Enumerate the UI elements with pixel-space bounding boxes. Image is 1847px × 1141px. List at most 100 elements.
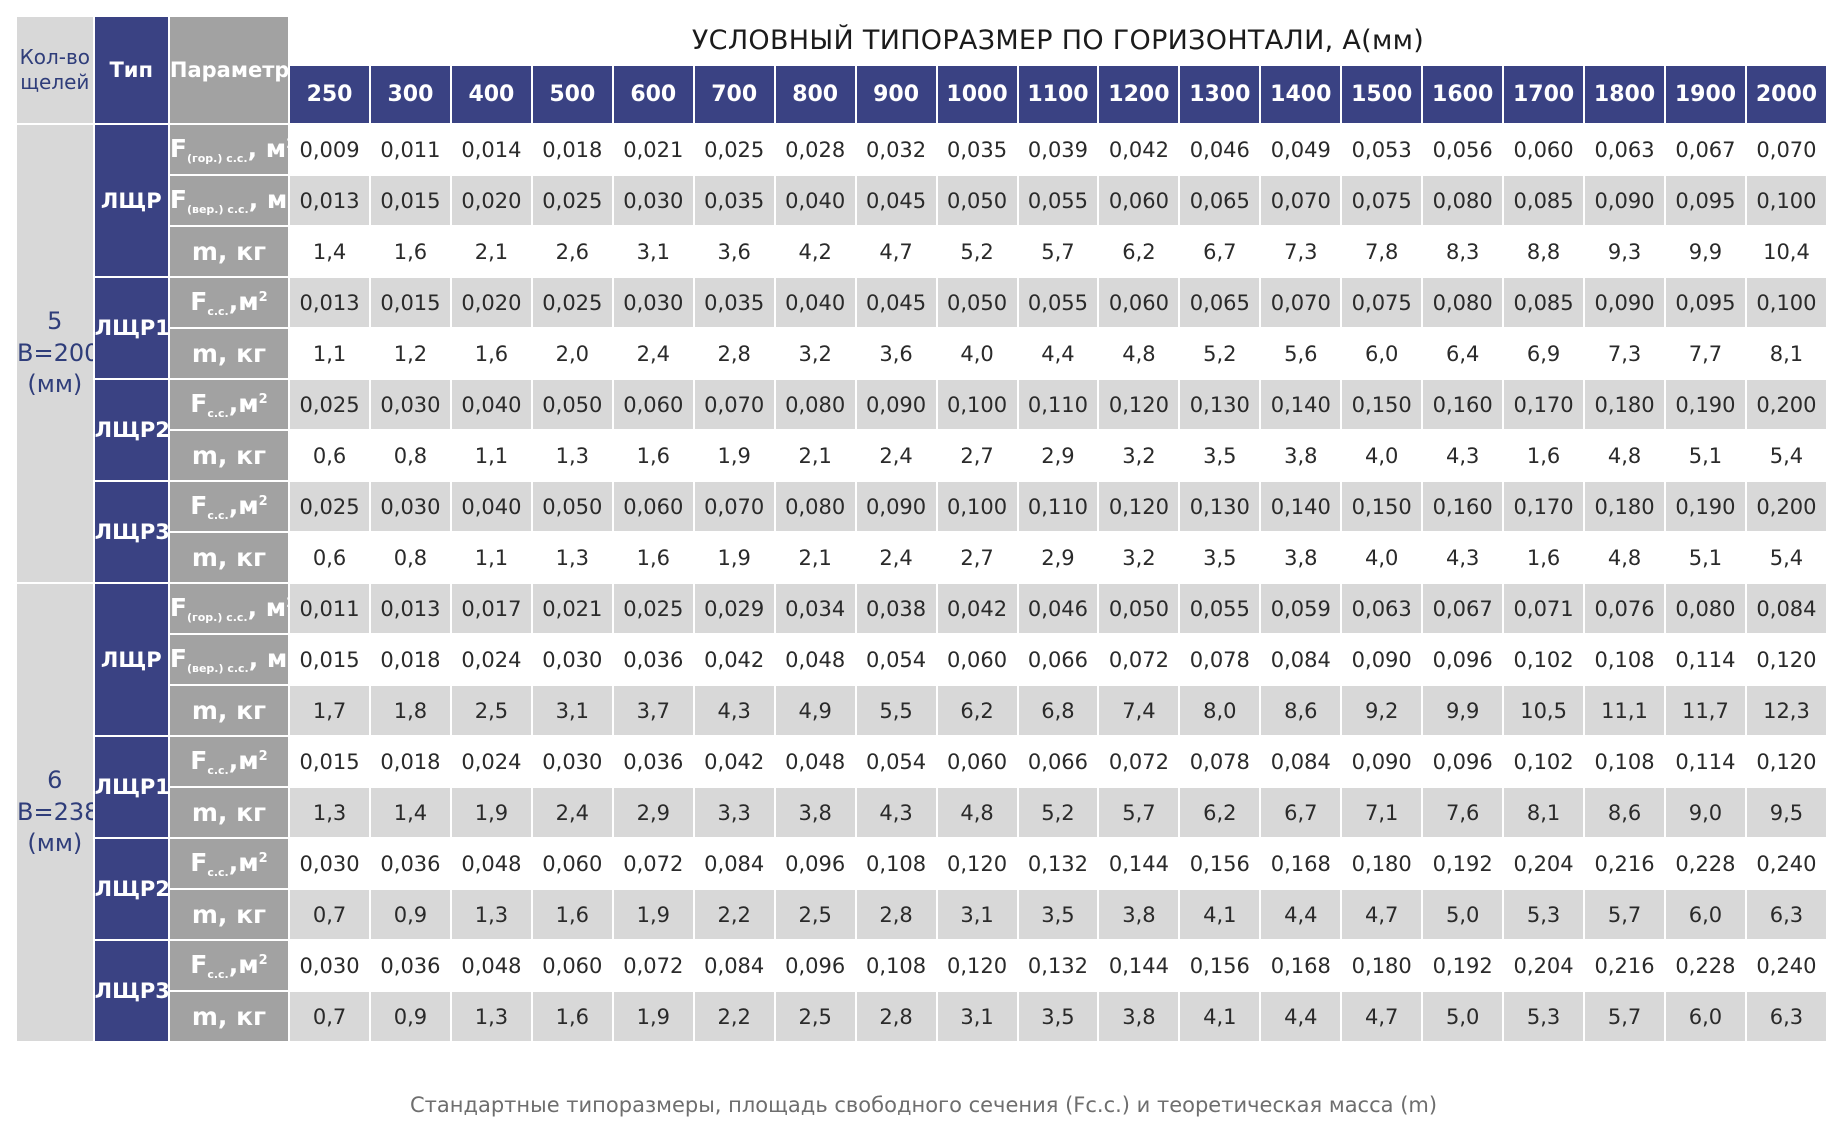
value-cell: 0,065 <box>1180 278 1260 327</box>
value-cell: 0,144 <box>1099 839 1179 888</box>
value-cell: 0,204 <box>1504 941 1584 990</box>
value-cell: 0,090 <box>856 380 936 429</box>
value-cell: 0,228 <box>1666 941 1745 990</box>
value-cell: 3,8 <box>1261 431 1341 480</box>
header-type: Тип <box>94 17 168 123</box>
value-cell: 0,096 <box>1423 635 1503 684</box>
parameter-label: Fс.с.,м2 <box>169 941 289 990</box>
value-cell: 5,0 <box>1423 890 1503 939</box>
value-cell: 4,3 <box>1423 533 1503 582</box>
parameter-label: F(гор.) с.с., м2 <box>169 584 289 633</box>
value-cell: 0,110 <box>1018 482 1098 531</box>
value-cell: 0,078 <box>1180 737 1260 786</box>
parameter-tail: , м <box>248 185 288 214</box>
value-cell: 0,150 <box>1342 380 1422 429</box>
parameter-label: m, кг <box>169 533 289 582</box>
value-cell: 0,100 <box>1746 176 1826 225</box>
value-cell: 0,078 <box>1180 635 1260 684</box>
value-cell: 1,6 <box>1504 533 1584 582</box>
value-cell: 2,9 <box>1018 533 1098 582</box>
value-cell: 0,100 <box>937 482 1017 531</box>
value-cell: 4,4 <box>1018 329 1098 378</box>
value-cell: 0,021 <box>532 584 612 633</box>
value-cell: 0,168 <box>1261 941 1341 990</box>
value-cell: 1,2 <box>371 329 450 378</box>
value-cell: 0,084 <box>1261 737 1341 786</box>
value-cell: 0,018 <box>371 635 450 684</box>
value-cell: 0,035 <box>694 278 774 327</box>
value-cell: 0,075 <box>1342 278 1422 327</box>
value-cell: 0,056 <box>1423 125 1503 174</box>
type-label: ЛЩР2 <box>94 839 168 939</box>
table-row: F(вер.) с.с., м20,0150,0180,0240,0300,03… <box>17 635 1826 684</box>
value-cell: 0,216 <box>1585 839 1664 888</box>
value-cell: 9,0 <box>1666 788 1745 837</box>
value-cell: 2,7 <box>937 431 1017 480</box>
value-cell: 0,7 <box>290 890 369 939</box>
parameter-main: m, кг <box>191 543 267 572</box>
value-cell: 0,075 <box>1342 176 1422 225</box>
size-header-cell: 800 <box>775 66 855 123</box>
parameter-label: Fс.с.,м2 <box>169 737 289 786</box>
spec-table: Кол-во щелей Тип Параметр УСЛОВНЫЙ ТИПОР… <box>15 15 1828 1043</box>
value-cell: 0,015 <box>371 176 450 225</box>
value-cell: 0,084 <box>1261 635 1341 684</box>
parameter-main: F <box>169 134 187 163</box>
value-cell: 0,039 <box>1018 125 1098 174</box>
value-cell: 0,013 <box>371 584 450 633</box>
value-cell: 5,5 <box>856 686 936 735</box>
value-cell: 3,1 <box>937 992 1017 1041</box>
value-cell: 4,0 <box>1342 533 1422 582</box>
value-cell: 0,018 <box>532 125 612 174</box>
value-cell: 0,132 <box>1018 839 1098 888</box>
value-cell: 0,070 <box>1261 176 1341 225</box>
table-row: ЛЩР2 Fс.с.,м2 0,025 0,030 0,040 0,050 0,060 0,0… <box>17 380 1826 480</box>
value-cell: 0,045 <box>856 176 936 225</box>
value-cell: 0,011 <box>371 125 450 174</box>
value-cell: 3,5 <box>1180 533 1260 582</box>
table-caption: Стандартные типоразмеры, площадь свободн… <box>409 1093 1438 1117</box>
value-cell: 0,067 <box>1666 125 1745 174</box>
table-row: F(вер.) с.с., м20,0130,0150,0200,0250,03… <box>17 176 1826 225</box>
header-row-top: Кол-во щелей Тип Параметр УСЛОВНЫЙ ТИПОР… <box>17 17 1826 123</box>
value-cell: 0,013 <box>290 278 369 327</box>
value-cell: 0,055 <box>1018 176 1098 225</box>
value-cell: 6,0 <box>1342 329 1422 378</box>
type-label: ЛЩР1 <box>94 737 168 837</box>
size-header-cell: 1600 <box>1423 66 1503 123</box>
value-cell: 0,020 <box>451 278 531 327</box>
value-cell: 0,130 <box>1180 482 1260 531</box>
parameter-label: F(вер.) с.с., м2 <box>169 635 289 684</box>
parameter-tail: ,м <box>228 848 259 877</box>
value-cell: 7,3 <box>1261 227 1341 276</box>
value-cell: 0,035 <box>937 125 1017 174</box>
value-cell: 0,072 <box>613 941 693 990</box>
value-cell: 0,095 <box>1666 176 1745 225</box>
parameter-main: m, кг <box>191 1002 267 1031</box>
table-row: ЛЩР1 Fс.с.,м2 0,015 0,018 0,024 0,030 0,036 0,0… <box>17 737 1826 837</box>
value-cell: 2,7 <box>937 533 1017 582</box>
value-cell: 5,4 <box>1746 533 1826 582</box>
value-cell: 0,071 <box>1504 584 1584 633</box>
parameter-main: m, кг <box>191 696 267 725</box>
parameter-sub: (вер.) с.с. <box>186 662 249 675</box>
type-label: ЛЩР3 <box>94 482 168 582</box>
size-header-cell: 400 <box>451 66 531 123</box>
value-cell: 0,7 <box>290 992 369 1041</box>
value-cell: 2,8 <box>694 329 774 378</box>
value-cell: 0,042 <box>694 737 774 786</box>
parameter-sup: 2 <box>287 647 288 662</box>
value-cell: 5,1 <box>1666 533 1745 582</box>
value-cell: 4,4 <box>1261 992 1341 1041</box>
parameter-sup: 2 <box>286 596 288 611</box>
value-cell: 0,108 <box>1585 737 1664 786</box>
value-cell: 7,3 <box>1585 329 1664 378</box>
value-cell: 3,3 <box>694 788 774 837</box>
value-cell: 0,144 <box>1099 941 1179 990</box>
value-cell: 12,3 <box>1746 686 1826 735</box>
value-cell: 11,7 <box>1666 686 1745 735</box>
value-cell: 0,060 <box>532 839 612 888</box>
parameter-label: Fс.с.,м2 <box>169 278 289 327</box>
parameter-label: m, кг <box>169 431 289 480</box>
value-cell: 1,6 <box>532 992 612 1041</box>
